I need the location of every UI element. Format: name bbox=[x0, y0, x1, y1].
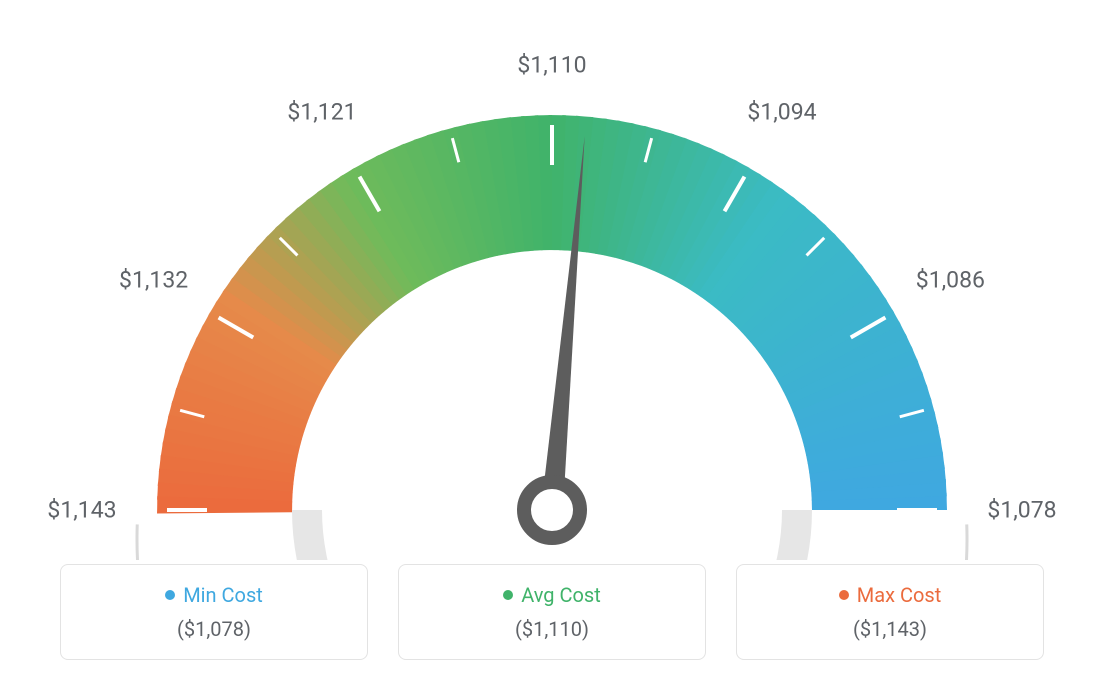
gauge-tick-label: $1,086 bbox=[916, 267, 985, 294]
min-cost-title: Min Cost bbox=[183, 583, 263, 607]
max-cost-card: Max Cost ($1,143) bbox=[736, 564, 1044, 660]
gauge-tick-label: $1,078 bbox=[987, 497, 1056, 524]
gauge-tick-label: $1,121 bbox=[287, 98, 356, 125]
gauge-tick-label: $1,143 bbox=[47, 497, 116, 524]
avg-cost-value: ($1,110) bbox=[409, 617, 695, 641]
avg-cost-card: Avg Cost ($1,110) bbox=[398, 564, 706, 660]
min-cost-dot-icon bbox=[165, 590, 175, 600]
max-cost-dot-icon bbox=[839, 590, 849, 600]
gauge-tick-label: $1,094 bbox=[747, 98, 816, 125]
min-cost-card: Min Cost ($1,078) bbox=[60, 564, 368, 660]
avg-cost-title: Avg Cost bbox=[521, 583, 601, 607]
min-cost-title-row: Min Cost bbox=[165, 583, 263, 607]
gauge-tick-label: $1,110 bbox=[517, 52, 586, 79]
avg-cost-title-row: Avg Cost bbox=[503, 583, 601, 607]
legend-row: Min Cost ($1,078) Avg Cost ($1,110) Max … bbox=[60, 564, 1044, 660]
max-cost-title-row: Max Cost bbox=[839, 583, 942, 607]
gauge-tick-label: $1,132 bbox=[119, 267, 188, 294]
max-cost-title: Max Cost bbox=[857, 583, 942, 607]
min-cost-value: ($1,078) bbox=[71, 617, 357, 641]
avg-cost-dot-icon bbox=[503, 590, 513, 600]
max-cost-value: ($1,143) bbox=[747, 617, 1033, 641]
gauge-chart: $1,078 $1,086 $1,094 $1,110 $1,121 $1,132 $1,1… bbox=[0, 0, 1104, 560]
